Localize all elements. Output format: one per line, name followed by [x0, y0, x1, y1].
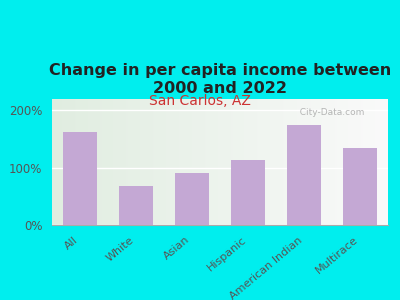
Bar — [231, 160, 265, 225]
Bar — [63, 132, 97, 225]
Bar — [175, 173, 209, 225]
Bar — [343, 148, 377, 225]
Text: San Carlos, AZ: San Carlos, AZ — [149, 94, 251, 109]
Bar — [287, 125, 321, 225]
Bar — [119, 186, 153, 225]
Text: City-Data.com: City-Data.com — [294, 108, 364, 117]
Title: Change in per capita income between
2000 and 2022: Change in per capita income between 2000… — [49, 63, 391, 96]
